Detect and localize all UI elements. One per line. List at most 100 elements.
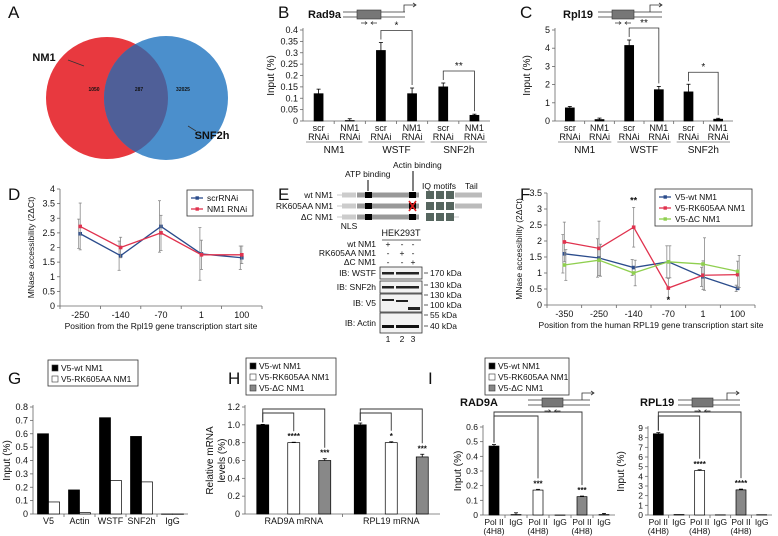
venn-label-snf2h: SNF2h bbox=[195, 130, 230, 142]
y-tick-label: 5 bbox=[545, 25, 550, 35]
y-tick-label: 5 bbox=[638, 462, 643, 472]
panel-h-bar-chart: 0 0.2 0.4 0.6 0.8 1.0 1.2 Relative mRNA levels (… bbox=[205, 357, 440, 526]
nls-domain bbox=[342, 192, 356, 198]
y-tick-label: 0.7 bbox=[15, 415, 28, 425]
y-axis-label: Input (%) bbox=[453, 451, 464, 492]
x-tick-label: -140 bbox=[112, 310, 130, 320]
significance-bracket bbox=[493, 415, 539, 479]
blot-band bbox=[407, 286, 419, 289]
panel-label-e: E bbox=[278, 185, 289, 204]
x-category-label: scr bbox=[437, 123, 449, 133]
x-category-label: Pol II bbox=[572, 517, 591, 527]
bar bbox=[564, 107, 575, 122]
significance-label: * bbox=[701, 62, 705, 73]
data-point bbox=[735, 269, 740, 274]
bar bbox=[488, 445, 500, 516]
group-label: SNF2h bbox=[443, 145, 474, 156]
y-tick-label: 0 bbox=[638, 510, 643, 520]
bar bbox=[68, 489, 80, 515]
data-point bbox=[159, 231, 163, 235]
x-category-label: WSTF bbox=[98, 516, 124, 526]
y-tick-label: 0.5 bbox=[466, 437, 478, 447]
tss-arrow-icon bbox=[649, 2, 663, 12]
motor-domain bbox=[357, 203, 419, 209]
panel-label-g: G bbox=[8, 369, 21, 388]
atp-binding-site bbox=[365, 214, 372, 220]
x-tick-label: -70 bbox=[662, 309, 675, 319]
molecular-weight-marker: 130 kDa bbox=[430, 290, 462, 300]
significance-label: * bbox=[395, 21, 399, 32]
legend-label: scrRNAi bbox=[207, 193, 238, 203]
actin-binding-label: Actin binding bbox=[393, 160, 442, 170]
legend-label: V5-wt NM1 bbox=[61, 363, 103, 373]
significance-label: * bbox=[667, 295, 671, 305]
venn-count-overlap: 287 bbox=[135, 87, 144, 93]
legend-label: V5-RK605AA NM1 bbox=[259, 372, 330, 382]
bar bbox=[407, 93, 417, 122]
y-tick-label: 1 bbox=[537, 268, 542, 278]
x-tick-label: -250 bbox=[71, 310, 89, 320]
nls-domain bbox=[342, 203, 356, 209]
x-category-label: IgG bbox=[553, 517, 567, 527]
significance-bracket bbox=[493, 411, 583, 486]
bar bbox=[48, 501, 60, 515]
data-point bbox=[597, 246, 601, 251]
venn-leader-line bbox=[187, 125, 197, 132]
significance-bracket bbox=[442, 70, 475, 112]
bar bbox=[256, 424, 270, 515]
construct-label: ΔC NM1 bbox=[301, 212, 333, 222]
transfection-sign: + bbox=[411, 257, 416, 267]
x-tick-label: 1 bbox=[199, 310, 204, 320]
actin-binding-site bbox=[409, 214, 416, 220]
x-category-label: RNAi bbox=[370, 132, 391, 142]
x-category-label: (4H8) bbox=[730, 526, 751, 536]
x-category-label: NM1 bbox=[403, 123, 422, 133]
x-category-label: NM1 bbox=[649, 123, 668, 133]
x-category-label: Pol II bbox=[484, 517, 503, 527]
x-category-label: NM1 bbox=[340, 123, 359, 133]
x-category-label: V5 bbox=[43, 516, 54, 526]
legend-swatch bbox=[488, 384, 496, 392]
x-tick-label: 100 bbox=[234, 310, 249, 320]
blot-label: IB: SNF2h bbox=[337, 282, 376, 292]
iq-motif bbox=[426, 202, 434, 210]
y-tick-label: 0 bbox=[293, 116, 298, 126]
x-category-label: RNAi bbox=[648, 132, 669, 142]
significance-label: ** bbox=[455, 61, 463, 72]
significance-bracket bbox=[688, 71, 719, 116]
y-tick-label: 2 bbox=[50, 243, 55, 253]
bar bbox=[652, 433, 664, 516]
molecular-weight-marker: 170 kDa bbox=[430, 268, 462, 278]
bar bbox=[532, 489, 544, 516]
data-point bbox=[240, 253, 244, 257]
bar bbox=[79, 512, 91, 515]
x-category-label: RNAi bbox=[433, 132, 454, 142]
bar bbox=[37, 433, 49, 515]
y-tick-label: 0.8 bbox=[227, 438, 240, 448]
bar bbox=[130, 436, 142, 515]
bar bbox=[318, 460, 332, 515]
iq-motif bbox=[426, 213, 434, 221]
transfection-sign: - bbox=[412, 239, 415, 249]
y-tick-label: 3.5 bbox=[42, 199, 55, 209]
iq-motif bbox=[436, 191, 444, 199]
y-axis-label: Input (%) bbox=[266, 55, 277, 96]
panel-label-d: D bbox=[8, 185, 20, 204]
x-category-label: (4H8) bbox=[689, 526, 710, 536]
blot-band bbox=[396, 325, 408, 328]
blot-band bbox=[396, 300, 408, 302]
legend-box bbox=[654, 188, 753, 227]
x-tick-label: 1 bbox=[700, 309, 705, 319]
data-point bbox=[597, 258, 601, 262]
tail-label: Tail bbox=[465, 181, 478, 191]
bar bbox=[353, 424, 367, 515]
blot-band bbox=[382, 286, 394, 289]
bar bbox=[683, 91, 694, 122]
y-axis-label: Input (%) bbox=[522, 55, 533, 96]
significance-label: *** bbox=[577, 486, 587, 495]
x-category-label: RNAi bbox=[339, 132, 360, 142]
mutation-x-icon bbox=[408, 200, 417, 212]
legend-label: V5-wt NM1 bbox=[259, 361, 301, 371]
y-tick-label: 8 bbox=[638, 433, 643, 443]
data-point bbox=[562, 240, 567, 244]
